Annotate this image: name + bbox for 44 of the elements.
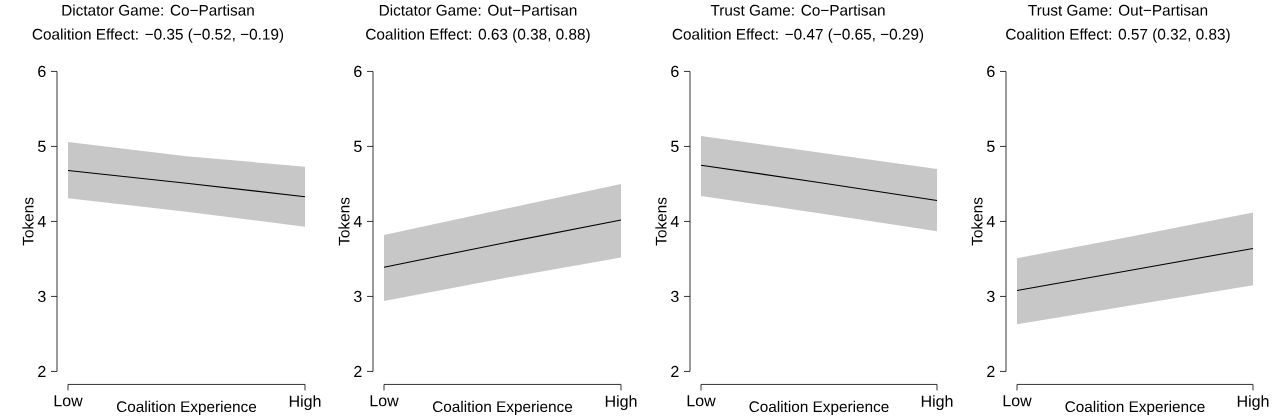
- x-tick-label: High: [1237, 395, 1269, 411]
- chart-subtitle: Coalition Effect: 0.57 (0.32, 0.83): [1006, 28, 1230, 43]
- y-axis-title: Tokens: [338, 197, 350, 246]
- y-tick-label: 4: [670, 216, 679, 228]
- x-axis-title: Coalition Experience: [116, 401, 257, 416]
- y-tick-label: 4: [37, 216, 46, 228]
- y-axis-title: Tokens: [971, 197, 983, 246]
- y-tick-label: 3: [38, 290, 46, 303]
- y-tick-label: 6: [987, 65, 995, 78]
- x-axis-title: Coalition Experience: [432, 401, 573, 416]
- x-axis-title: Coalition Experience: [749, 401, 889, 416]
- x-axis-title: Coalition Experience: [1065, 401, 1205, 416]
- y-tick-label: 5: [38, 141, 46, 153]
- y-tick-label: 6: [354, 65, 362, 78]
- x-tick-label: Low: [687, 395, 716, 407]
- y-tick-label: 2: [671, 366, 679, 378]
- y-tick-label: 6: [38, 65, 46, 78]
- y-tick-label: 5: [987, 141, 995, 153]
- chart-subtitle: Coalition Effect: −0.35 (−0.52, −0.19): [32, 28, 284, 43]
- chart-subtitle: Coalition Effect: −0.47 (−0.65, −0.29): [672, 28, 924, 43]
- x-tick-label: High: [921, 395, 953, 411]
- chart-subtitle: Coalition Effect: 0.63 (0.38, 0.88): [366, 28, 590, 43]
- y-tick-label: 2: [354, 366, 362, 378]
- y-tick-label: 5: [671, 141, 679, 153]
- x-tick-label: Low: [1003, 395, 1032, 407]
- y-tick-label: 5: [354, 141, 362, 153]
- y-tick-label: 3: [987, 290, 995, 303]
- y-tick-label: 3: [354, 290, 362, 303]
- chart-title: Trust Game: Co−Partisan: [710, 4, 885, 16]
- x-tick-label: Low: [370, 395, 399, 407]
- y-tick-label: 4: [986, 216, 995, 228]
- y-tick-label: 2: [987, 366, 995, 378]
- y-tick-label: 3: [671, 290, 679, 303]
- x-tick-label: High: [289, 395, 321, 411]
- y-axis-title: Tokens: [655, 197, 667, 246]
- x-tick-label: Low: [54, 395, 83, 407]
- y-axis-title: Tokens: [22, 197, 34, 246]
- y-tick-label: 2: [38, 366, 46, 378]
- x-tick-label: High: [605, 395, 637, 411]
- chart-title: Trust Game: Out−Partisan: [1028, 4, 1208, 16]
- chart-title: Dictator Game: Out−Partisan: [379, 4, 577, 16]
- y-tick-label: 6: [671, 65, 679, 78]
- y-tick-label: 4: [353, 216, 362, 228]
- chart-title: Dictator Game: Co−Partisan: [62, 4, 254, 16]
